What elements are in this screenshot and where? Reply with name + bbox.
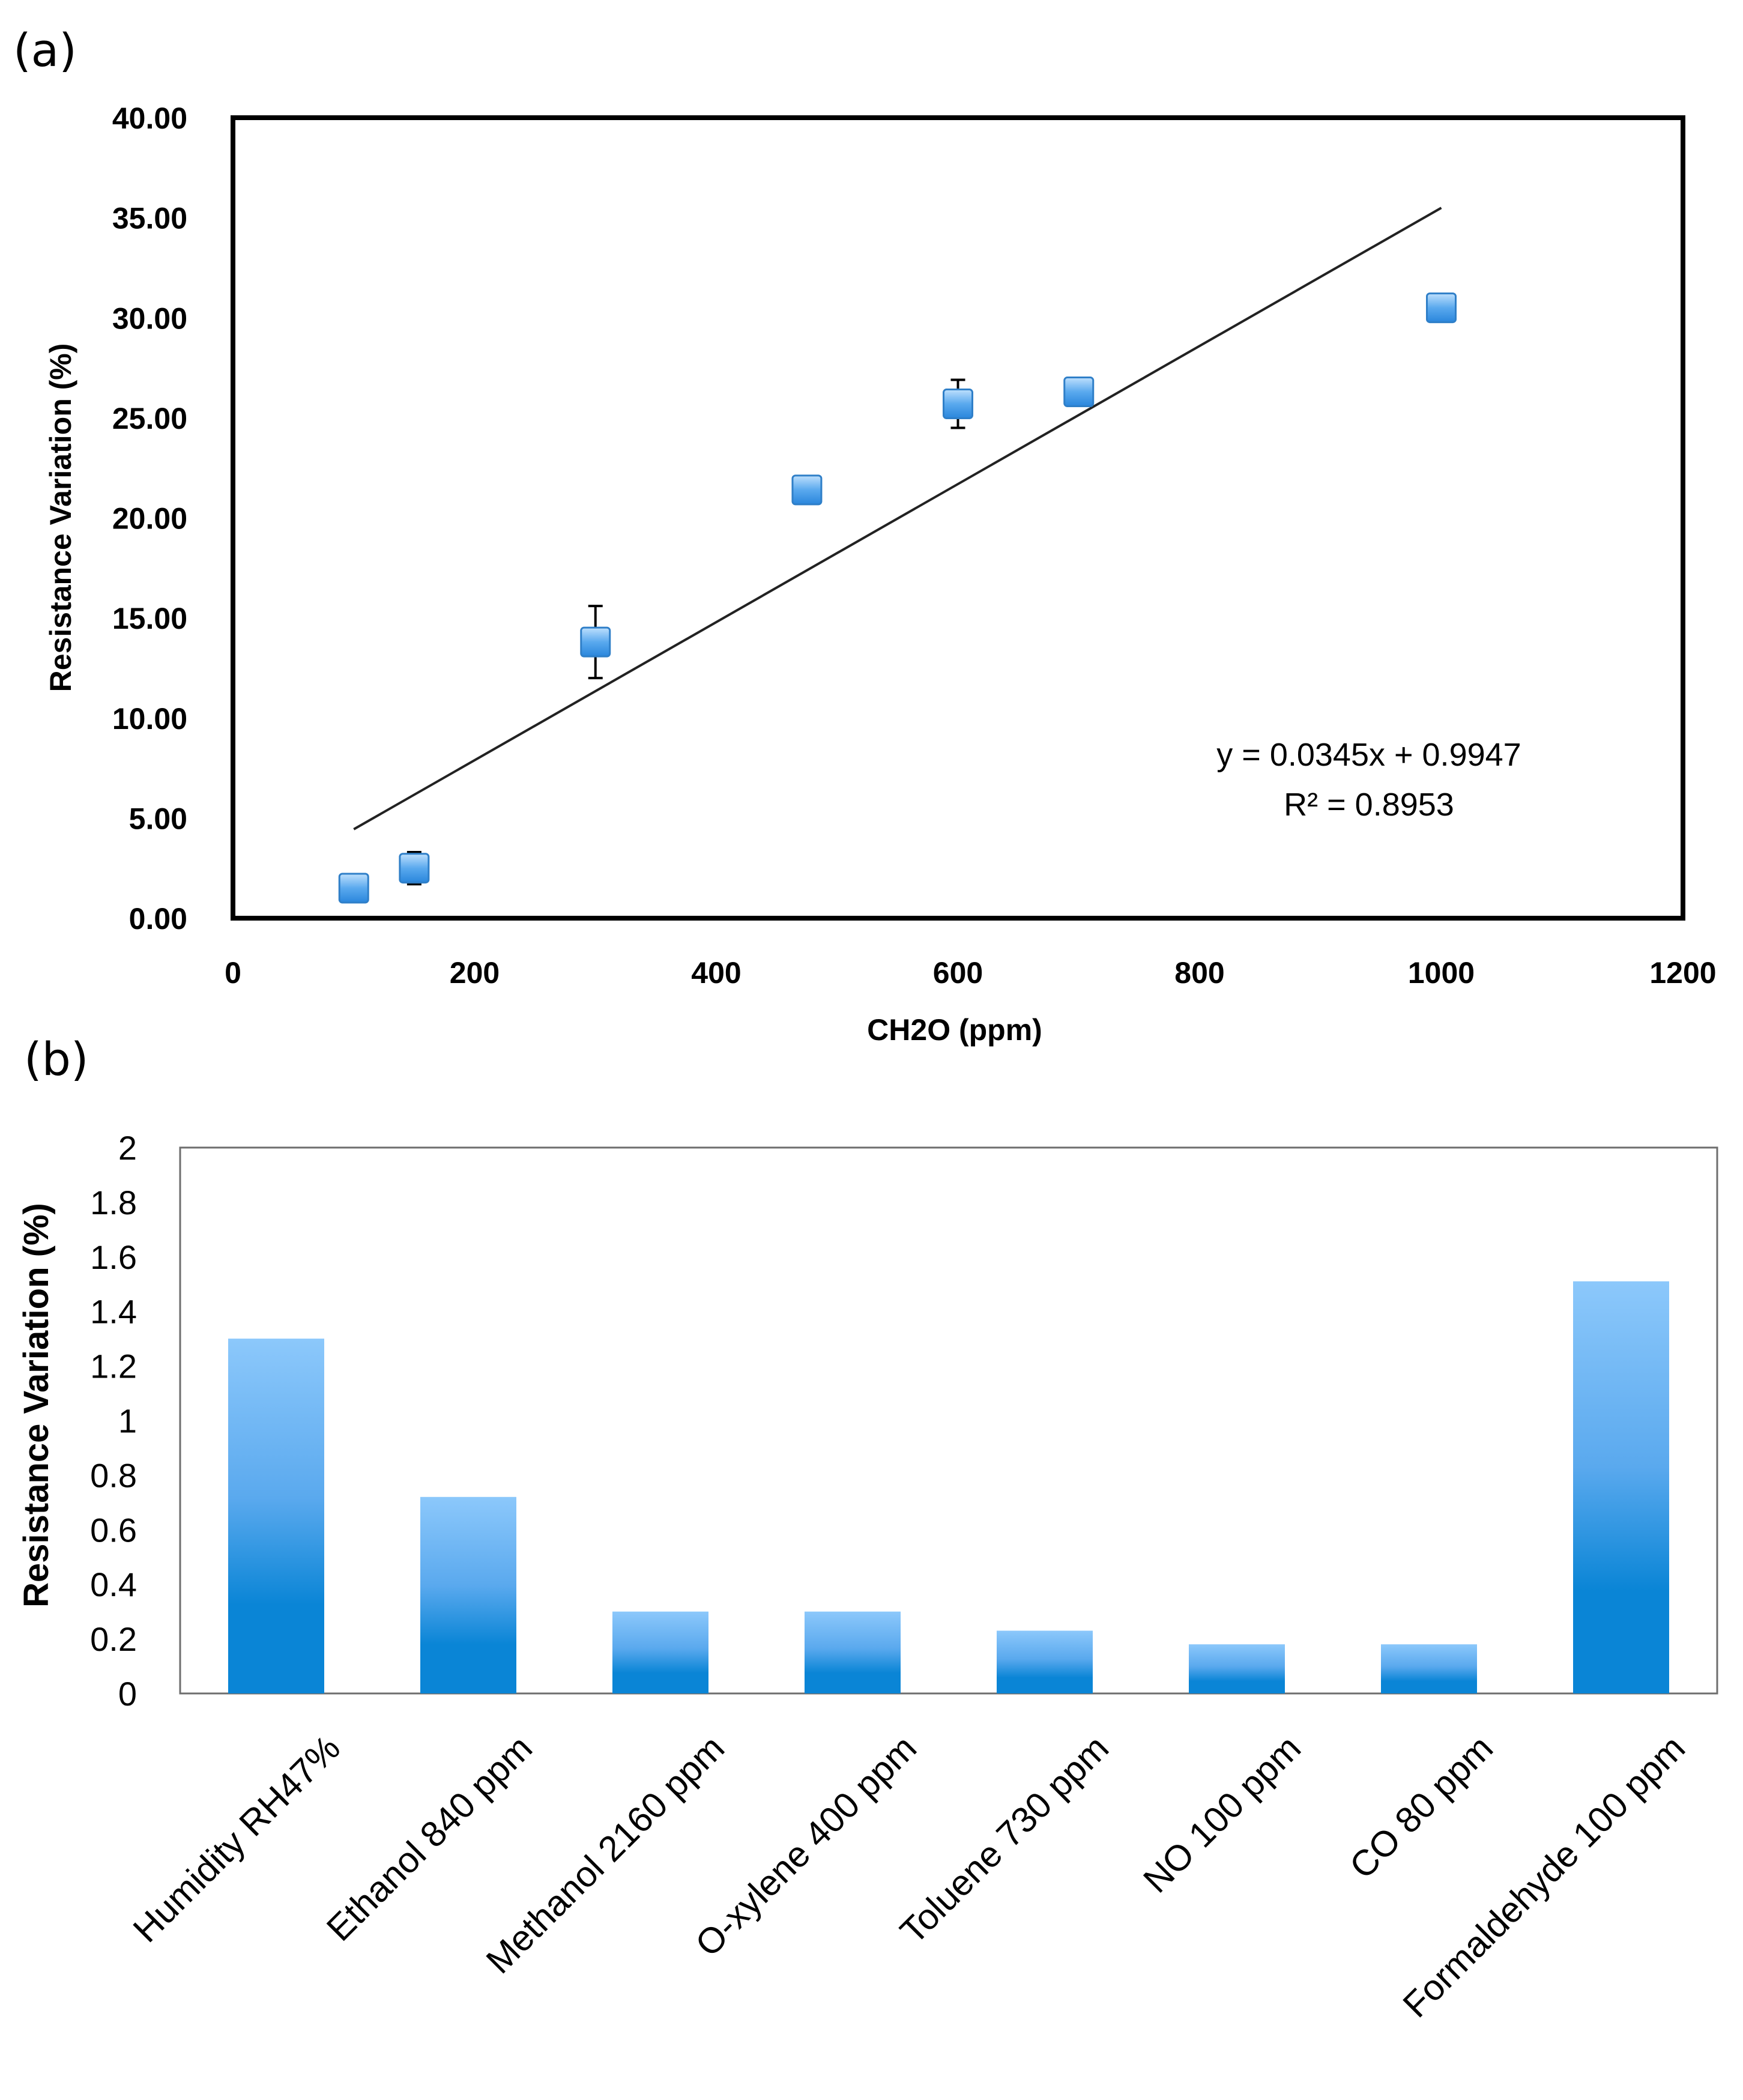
data-point-marker — [1063, 377, 1095, 408]
y-tick-label: 1 — [118, 1402, 137, 1440]
r-squared-label: R² = 0.8953 — [1284, 787, 1454, 823]
bar — [420, 1496, 516, 1693]
panel-label-a: (a) — [13, 23, 77, 77]
y-tick-label: 35.00 — [112, 202, 187, 235]
y-tick-label: 1.8 — [90, 1184, 137, 1221]
y-tick-label: 0.00 — [129, 902, 187, 936]
bar-chart: 0 0.2 0.4 0.6 0.8 1 1.2 1.4 1.6 1.8 2 Humidity RH4… — [17, 1129, 1718, 2025]
bar — [1381, 1644, 1477, 1693]
x-tick-label: 400 — [691, 956, 741, 990]
y-tick-labels: 0.00 5.00 10.00 15.00 20.00 25.00 30.00 35.00 40… — [112, 101, 187, 936]
x-tick-label: 800 — [1174, 956, 1224, 990]
x-tick-labels: 0 200 400 600 800 1000 1200 — [225, 956, 1717, 990]
trendline-equation: y = 0.0345x + 0.9947 — [1216, 737, 1521, 773]
scatter-chart: 0.00 5.00 10.00 15.00 20.00 25.00 30.00 35.00 40… — [44, 101, 1717, 1047]
category-label: CO 80 ppm — [1342, 1728, 1500, 1886]
y-tick-label: 0.6 — [90, 1511, 137, 1549]
bar — [612, 1611, 708, 1693]
error-bars — [406, 378, 965, 886]
bar — [1573, 1281, 1669, 1693]
y-tick-label: 0.2 — [90, 1620, 137, 1658]
x-tick-label: 1200 — [1649, 956, 1716, 990]
bar — [1189, 1644, 1285, 1693]
y-tick-label: 10.00 — [112, 702, 187, 736]
data-point-marker — [580, 626, 611, 658]
y-tick-label: 0 — [118, 1675, 137, 1713]
trendline — [353, 207, 1442, 831]
y-tick-label: 0.8 — [90, 1456, 137, 1494]
bar — [228, 1339, 324, 1693]
y-tick-label: 40.00 — [112, 101, 187, 135]
y-tick-label: 30.00 — [112, 301, 187, 335]
x-tick-label: 0 — [225, 956, 241, 990]
y-tick-labels: 0 0.2 0.4 0.6 0.8 1 1.2 1.4 1.6 1.8 2 — [90, 1129, 137, 1713]
x-axis-title: CH2O (ppm) — [867, 1013, 1042, 1047]
bars — [228, 1281, 1669, 1693]
data-points — [338, 292, 1457, 904]
y-axis-title: Resistance Variation (%) — [44, 343, 77, 692]
y-tick-label: 20.00 — [112, 502, 187, 536]
y-tick-label: 0.4 — [90, 1566, 137, 1603]
category-label: Humidity RH47% — [125, 1728, 348, 1950]
y-tick-label: 15.00 — [112, 602, 187, 635]
data-point-marker — [399, 853, 430, 884]
y-axis-title: Resistance Variation (%) — [17, 1203, 56, 1608]
plot-area-frame — [179, 1146, 1718, 1695]
y-tick-label: 1.4 — [90, 1293, 137, 1331]
plot-area-frame — [231, 115, 1685, 921]
y-tick-label: 2 — [118, 1129, 137, 1167]
data-point-marker — [338, 873, 369, 904]
data-point-marker — [791, 474, 823, 506]
y-tick-label: 1.6 — [90, 1238, 137, 1276]
category-label: NO 100 ppm — [1135, 1728, 1308, 1901]
y-tick-label: 25.00 — [112, 402, 187, 435]
data-point-marker — [943, 389, 973, 420]
y-tick-label: 1.2 — [90, 1348, 137, 1385]
y-tick-label: 5.00 — [129, 802, 187, 835]
bar — [805, 1611, 901, 1693]
category-label: Ethanol 840 ppm — [319, 1728, 540, 1949]
x-tick-label: 600 — [933, 956, 983, 990]
category-label: Toluene 730 ppm — [892, 1728, 1116, 1952]
data-point-marker — [1426, 292, 1457, 324]
x-tick-label: 200 — [450, 956, 500, 990]
bar — [997, 1630, 1093, 1693]
panel-label-b: (b) — [24, 1032, 89, 1086]
x-tick-label: 1000 — [1408, 956, 1475, 990]
